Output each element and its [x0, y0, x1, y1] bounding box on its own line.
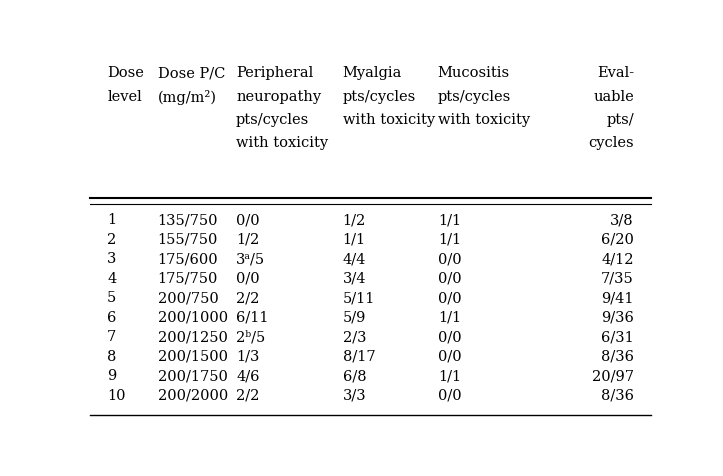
Text: 4/6: 4/6: [236, 368, 260, 382]
Text: 0/0: 0/0: [236, 213, 260, 227]
Text: 175/750: 175/750: [158, 271, 218, 285]
Text: 1/1: 1/1: [438, 368, 461, 382]
Text: 2/2: 2/2: [236, 290, 260, 305]
Text: 0/0: 0/0: [438, 349, 461, 363]
Text: 4/12: 4/12: [602, 252, 634, 266]
Text: with toxicity: with toxicity: [438, 112, 530, 127]
Text: 10: 10: [107, 388, 126, 402]
Text: 6/11: 6/11: [236, 310, 268, 324]
Text: 0/0: 0/0: [438, 329, 461, 343]
Text: 6/8: 6/8: [343, 368, 366, 382]
Text: 1/1: 1/1: [438, 310, 461, 324]
Text: 1/2: 1/2: [236, 232, 260, 246]
Text: 8/36: 8/36: [601, 349, 634, 363]
Text: 4/4: 4/4: [343, 252, 366, 266]
Text: 6/31: 6/31: [601, 329, 634, 343]
Text: 1/1: 1/1: [438, 213, 461, 227]
Text: 3: 3: [107, 252, 116, 266]
Text: 3/3: 3/3: [343, 388, 366, 402]
Text: 200/1000: 200/1000: [158, 310, 228, 324]
Text: 6: 6: [107, 310, 116, 324]
Text: neuropathy: neuropathy: [236, 89, 321, 103]
Text: 7: 7: [107, 329, 116, 343]
Text: 9: 9: [107, 368, 116, 382]
Text: 3ᵃ/5: 3ᵃ/5: [236, 252, 265, 266]
Text: with toxicity: with toxicity: [343, 112, 435, 127]
Text: 0/0: 0/0: [438, 290, 461, 305]
Text: 8/17: 8/17: [343, 349, 375, 363]
Text: 0/0: 0/0: [236, 271, 260, 285]
Text: 1/2: 1/2: [343, 213, 366, 227]
Text: 1/1: 1/1: [343, 232, 366, 246]
Text: 5: 5: [107, 290, 116, 305]
Text: 1/1: 1/1: [438, 232, 461, 246]
Text: 0/0: 0/0: [438, 388, 461, 402]
Text: 1/3: 1/3: [236, 349, 260, 363]
Text: 200/2000: 200/2000: [158, 388, 228, 402]
Text: 1: 1: [107, 213, 116, 227]
Text: uable: uable: [593, 89, 634, 103]
Text: 200/1250: 200/1250: [158, 329, 228, 343]
Text: pts/cycles: pts/cycles: [343, 89, 416, 103]
Text: pts/cycles: pts/cycles: [236, 112, 309, 127]
Text: 200/750: 200/750: [158, 290, 218, 305]
Text: Myalgia: Myalgia: [343, 66, 402, 80]
Text: Peripheral: Peripheral: [236, 66, 313, 80]
Text: pts/cycles: pts/cycles: [438, 89, 511, 103]
Text: 5/9: 5/9: [343, 310, 366, 324]
Text: Eval-: Eval-: [596, 66, 634, 80]
Text: cycles: cycles: [589, 136, 634, 149]
Text: 175/600: 175/600: [158, 252, 218, 266]
Text: Dose: Dose: [107, 66, 144, 80]
Text: 8/36: 8/36: [601, 388, 634, 402]
Text: Mucositis: Mucositis: [438, 66, 510, 80]
Text: level: level: [107, 89, 142, 103]
Text: 3/4: 3/4: [343, 271, 366, 285]
Text: 2/2: 2/2: [236, 388, 260, 402]
Text: 2: 2: [107, 232, 116, 246]
Text: Dose P/C: Dose P/C: [158, 66, 225, 80]
Text: 4: 4: [107, 271, 116, 285]
Text: 9/36: 9/36: [601, 310, 634, 324]
Text: (mg/m²): (mg/m²): [158, 89, 217, 104]
Text: 7/35: 7/35: [601, 271, 634, 285]
Text: 9/41: 9/41: [602, 290, 634, 305]
Text: 155/750: 155/750: [158, 232, 218, 246]
Text: 20/97: 20/97: [592, 368, 634, 382]
Text: 8: 8: [107, 349, 116, 363]
Text: 200/1500: 200/1500: [158, 349, 228, 363]
Text: 2/3: 2/3: [343, 329, 366, 343]
Text: 0/0: 0/0: [438, 271, 461, 285]
Text: 5/11: 5/11: [343, 290, 375, 305]
Text: 2ᵇ/5: 2ᵇ/5: [236, 329, 265, 343]
Text: with toxicity: with toxicity: [236, 136, 328, 149]
Text: 3/8: 3/8: [610, 213, 634, 227]
Text: pts/: pts/: [607, 112, 634, 127]
Text: 135/750: 135/750: [158, 213, 218, 227]
Text: 200/1750: 200/1750: [158, 368, 228, 382]
Text: 6/20: 6/20: [601, 232, 634, 246]
Text: 0/0: 0/0: [438, 252, 461, 266]
